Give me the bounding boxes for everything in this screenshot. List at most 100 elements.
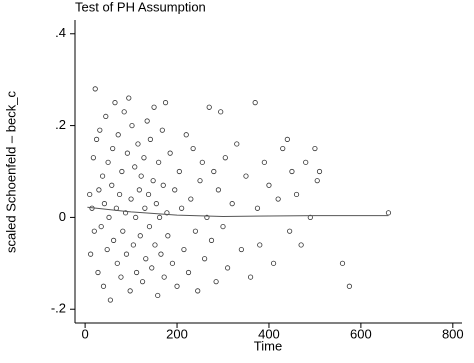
scatter-point [111, 237, 117, 243]
scatter-point [110, 145, 116, 152]
scatter-point [132, 164, 138, 170]
scatter-point [120, 228, 126, 234]
scatter-point [167, 150, 173, 156]
y-tick-label: .4 [55, 25, 66, 40]
y-tick-label: 0 [59, 209, 66, 224]
scatter-point [147, 136, 153, 142]
scatter-point [238, 246, 244, 253]
scatter-point [153, 201, 159, 207]
scatter-point [224, 265, 231, 271]
x-axis-label: Time [254, 338, 282, 353]
scatter-point [188, 196, 194, 202]
scatter-point [88, 251, 94, 257]
scatter-point [183, 132, 189, 138]
scatter-point [144, 118, 150, 124]
x-tick-label: 0 [81, 326, 88, 341]
scatter-point [156, 159, 162, 165]
scatter-point [346, 283, 352, 289]
scatter-point [124, 150, 130, 156]
scatter-point [123, 251, 130, 257]
scatter-point [99, 173, 106, 179]
scatter-point [275, 196, 281, 202]
scatter-point [95, 269, 101, 276]
scatter-point [137, 233, 143, 239]
scatter-point [130, 242, 136, 248]
scatter-point [158, 251, 164, 257]
scatter-point [155, 292, 161, 299]
scatter-point [156, 214, 163, 221]
scatter-point [107, 297, 113, 303]
scatter-point [133, 269, 140, 276]
scatter-point [139, 279, 146, 285]
chart-title: Test of PH Assumption [75, 0, 206, 14]
scatter-point [135, 141, 141, 147]
scatter-point [266, 182, 272, 188]
scatter-point [314, 178, 320, 184]
scatter-point [179, 205, 185, 211]
scatter-point [159, 127, 165, 133]
scatter-point [208, 237, 215, 243]
scatter-point [213, 279, 219, 285]
scatter-point [97, 127, 103, 133]
x-tick-label: 600 [350, 326, 372, 341]
scatter-point [234, 141, 240, 147]
scatter-point [165, 233, 171, 239]
scatter-point [127, 288, 133, 294]
scatter-point [257, 242, 263, 248]
y-tick-label: .2 [55, 117, 66, 132]
scatter-point [87, 191, 93, 198]
scatter-point [146, 223, 153, 230]
scatter-point [142, 205, 148, 211]
scatter-point [312, 145, 318, 152]
scatter-point [104, 246, 110, 253]
x-tick-label: 400 [258, 326, 280, 341]
scatter-point [109, 182, 115, 188]
x-tick-label: 800 [442, 326, 464, 341]
scatter-point [150, 178, 156, 184]
scatter-point [92, 86, 98, 92]
scatter-point [215, 187, 222, 193]
scatter-point [116, 191, 123, 198]
scatter-point [96, 187, 102, 193]
scatter-point [112, 100, 118, 106]
scatter-point [293, 191, 300, 198]
scatter-point [91, 228, 97, 234]
fit-line [87, 206, 389, 217]
scatter-point [143, 256, 149, 262]
scatter-point [289, 168, 295, 175]
scatter-point [287, 228, 293, 234]
scatter-point [220, 223, 226, 230]
scatter-point [152, 242, 158, 248]
scatter-point [121, 109, 127, 115]
scatter-point [197, 178, 203, 184]
scatter-point [270, 260, 277, 266]
scatter-point [103, 113, 109, 120]
scatter-point [151, 104, 157, 110]
scatter-point [185, 269, 192, 276]
scatter-point [261, 159, 267, 165]
scatter-point [106, 214, 112, 221]
scatter-point [181, 246, 187, 253]
scatter-point [164, 210, 170, 216]
scatter-point [122, 210, 129, 216]
scatter-point [174, 283, 180, 289]
scatter-point [161, 274, 167, 280]
scatter-point [254, 205, 261, 211]
x-tick-label: 200 [166, 326, 188, 341]
scatter-point [101, 201, 108, 207]
scatter-point [118, 274, 124, 280]
scatter-point [129, 122, 135, 129]
scatter-point [202, 256, 208, 262]
scatter-point [136, 187, 142, 193]
scatter-point [303, 159, 309, 165]
scatter-point [385, 210, 392, 216]
scatter-point [195, 288, 201, 294]
scatter-point [119, 168, 125, 175]
scatter-point [115, 132, 121, 138]
scatter-point [98, 223, 104, 230]
y-tick-label: -.2 [51, 301, 66, 316]
scatter-point [218, 109, 224, 115]
scatter-point [172, 187, 178, 193]
scatter-point [206, 104, 212, 110]
